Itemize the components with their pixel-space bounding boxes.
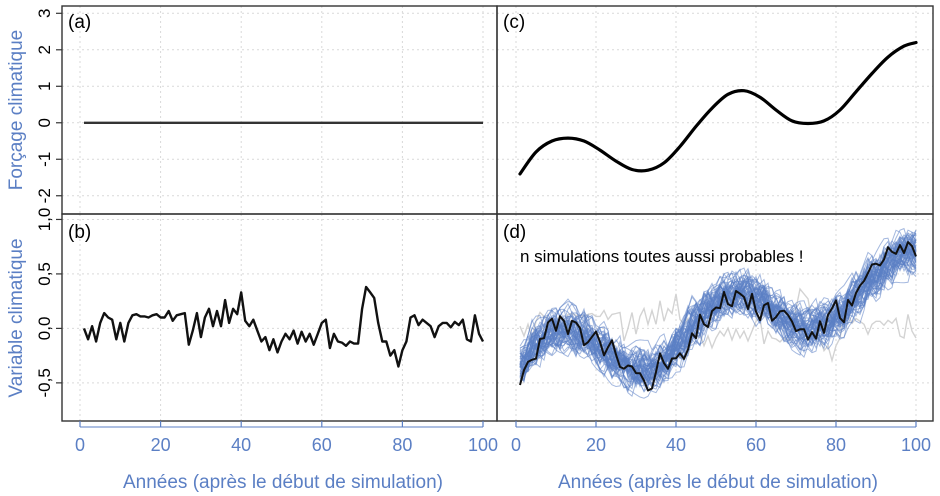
panel-d-xlabel: Années (après le début de simulation) — [558, 472, 878, 493]
ensemble-member-line — [519, 239, 917, 370]
x-tick-label: 0 — [75, 435, 85, 455]
panel-d-series-line — [519, 241, 917, 392]
x-tick-label: 0 — [511, 435, 521, 455]
x-tick-label: 40 — [231, 435, 251, 455]
panel-d-frame — [496, 213, 934, 422]
panel-d-label: (d) — [503, 222, 526, 243]
panel-b-label: (b) — [68, 222, 91, 243]
x-tick-label: 20 — [151, 435, 171, 455]
panel-b-series-line — [82, 285, 485, 368]
x-tick-label: 40 — [666, 435, 686, 455]
y-tick-label: -0,5 — [35, 368, 54, 397]
x-tick-label: 80 — [392, 435, 412, 455]
panel-b-grid — [62, 214, 497, 421]
ensemble-member-line — [519, 229, 917, 373]
panel-a-label: (a) — [68, 12, 91, 33]
y-tick-label: 1 — [35, 82, 54, 91]
panel-a-grid — [62, 6, 497, 214]
ensemble-member-line — [519, 245, 917, 370]
x-tick-label: 100 — [468, 435, 498, 455]
y-tick-label: 0,5 — [35, 262, 54, 286]
panel-b-xlabel: Années (après le début de simulation) — [123, 472, 443, 493]
panel-c-series-line — [518, 40, 918, 176]
panel-a-frame — [61, 5, 498, 215]
y-tick-label: -1 — [35, 152, 54, 167]
panel-d-annotation: n simulations toutes aussi probables ! — [520, 247, 804, 266]
panel-c-grid — [497, 6, 933, 214]
panel-b-frame — [61, 213, 498, 422]
y-tick-label: 2 — [35, 45, 54, 54]
panel-c-label: (c) — [503, 12, 525, 33]
x-tick-label: 20 — [586, 435, 606, 455]
ensemble-member-line — [519, 249, 917, 393]
x-tick-label: 80 — [826, 435, 846, 455]
y-tick-label: 1,0 — [35, 208, 54, 232]
ensemble-member-line — [519, 237, 917, 374]
ensemble-member-line — [519, 248, 917, 385]
x-tick-label: 60 — [746, 435, 766, 455]
panel-a-ylabel: Forçage climatique — [6, 30, 27, 191]
ensemble-member-line — [519, 236, 917, 371]
y-tick-label: 0 — [35, 118, 54, 127]
axis-ticks: 3 2 1 0 -1 -2 1,0 0,5 0,0 -0,5 0 20 40 60 80 100 0 20 40 60… — [35, 9, 931, 455]
panel-c-frame — [496, 5, 934, 215]
x-tick-label: 60 — [312, 435, 332, 455]
y-tick-label: 0,0 — [35, 317, 54, 341]
y-tick-label: 3 — [35, 9, 54, 18]
y-tick-label: -2 — [35, 188, 54, 203]
x-tick-label: 100 — [901, 435, 931, 455]
panel-b-ylabel: Variable climatique — [6, 238, 27, 397]
